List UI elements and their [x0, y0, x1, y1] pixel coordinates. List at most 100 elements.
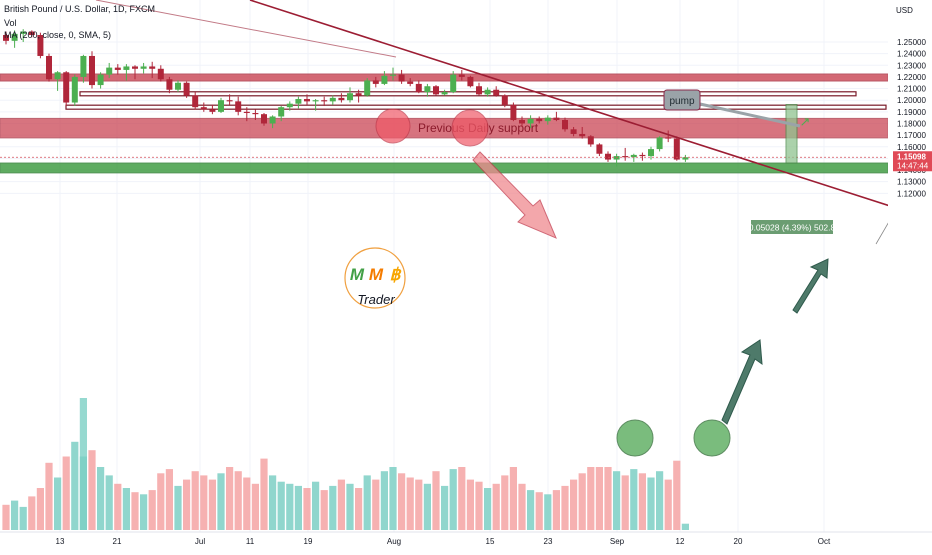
candle-body: [415, 83, 422, 93]
volume-bar: [165, 469, 173, 530]
volume-bar: [613, 471, 621, 530]
volume-bar: [475, 481, 483, 530]
volume-bar: [527, 490, 535, 530]
candle-body: [467, 76, 474, 87]
candle-body: [97, 74, 104, 86]
price-tick-label: 1.20000: [897, 96, 926, 105]
volume-bar: [346, 483, 354, 530]
volume-bar: [45, 462, 53, 530]
candle-body: [630, 154, 637, 158]
volume-bar-spike: [79, 398, 87, 530]
time-tick-label: 20: [734, 537, 743, 546]
candle-body: [553, 117, 560, 120]
time-axis-bg: [0, 532, 932, 550]
volume-bar: [312, 481, 320, 530]
volume-bar: [183, 479, 191, 530]
candle-body: [441, 92, 448, 95]
candle-body: [587, 136, 594, 145]
candle-body: [484, 89, 491, 95]
volume-bar: [604, 467, 612, 530]
candle-body: [673, 138, 680, 160]
volume-bar: [432, 471, 440, 530]
candle-body: [140, 66, 147, 69]
horizontal-level-line: [65, 104, 887, 110]
volume-bar: [621, 475, 629, 530]
volume-bar: [269, 475, 277, 530]
candle-body: [613, 156, 620, 160]
volume-bar: [535, 492, 543, 530]
volume-bar: [97, 467, 105, 530]
volume-bar: [664, 479, 672, 530]
logo-letter: M: [350, 265, 365, 284]
volume-bar: [286, 483, 294, 530]
volume-bar: [380, 471, 388, 530]
volume-bar: [140, 494, 148, 530]
candle-body: [458, 74, 465, 77]
volume-bar: [208, 479, 216, 530]
price-axis-bg: [888, 0, 932, 550]
measure-label: 0.05028 (4.39%) 502.8: [749, 223, 836, 233]
price-tick-label: 1.16000: [897, 143, 926, 152]
time-tick-label: 15: [486, 537, 495, 546]
candle-body: [665, 137, 672, 139]
volume-bar: [234, 471, 242, 530]
current-price-tag: [893, 151, 932, 172]
time-tick-label: 11: [246, 537, 255, 546]
volume-bar: [148, 490, 156, 530]
candle-body: [20, 31, 27, 34]
candle-body: [648, 149, 654, 157]
volume-bar: [105, 475, 113, 530]
candle-body: [398, 74, 405, 82]
candle-body: [622, 156, 629, 158]
candle-body: [235, 101, 242, 112]
drawings[interactable]: 0.05028 (4.39%) 502.8 pump ↗ M M ฿ Trader: [0, 0, 891, 457]
logo-letter: M: [369, 265, 384, 284]
candle-body: [37, 35, 44, 56]
candle-body: [347, 93, 353, 101]
main-trendline: [249, 0, 891, 207]
candle-body: [46, 55, 52, 80]
candle-body: [501, 95, 508, 105]
volume-bar: [398, 473, 406, 530]
candle-body: [682, 157, 689, 160]
bearish-arrow: [472, 151, 557, 239]
volume-bar: [19, 506, 27, 530]
volume-bar: [638, 473, 646, 530]
volume-bar: [329, 485, 337, 530]
volume-bar: [578, 473, 586, 530]
countdown-value: 14:47:44: [897, 161, 929, 170]
candle-body: [493, 89, 500, 96]
volume-bar: [157, 473, 165, 530]
volume-bar: [62, 456, 70, 530]
faint-line: [875, 219, 891, 245]
time-tick-label: Aug: [387, 537, 401, 546]
bullish-arrow-lower: [721, 339, 763, 425]
volume-bar: [71, 441, 79, 530]
candle-body: [329, 97, 336, 102]
candle-body: [175, 82, 181, 90]
time-tick-label: 19: [304, 537, 313, 546]
candle-body: [71, 76, 78, 103]
candle-body: [63, 72, 70, 103]
candle-body: [544, 117, 551, 122]
volume-bar: [251, 483, 259, 530]
volume-bar: [552, 490, 560, 530]
candle-body: [123, 66, 130, 70]
volume-bar: [673, 460, 681, 530]
volume-bar: [501, 475, 509, 530]
volume-bar: [217, 473, 225, 530]
volume-bars: [2, 398, 689, 530]
candle-body: [321, 100, 328, 102]
candle-body: [11, 33, 18, 41]
candle-body: [312, 100, 319, 102]
candle-body: [304, 99, 310, 102]
double-top-marker-right: [451, 109, 489, 147]
volume-bar: [441, 485, 449, 530]
candle-body: [562, 119, 568, 130]
measure-label-box: [751, 220, 833, 234]
measure-range: [785, 104, 798, 164]
candle-body: [3, 35, 9, 41]
volume-bar: [570, 479, 578, 530]
